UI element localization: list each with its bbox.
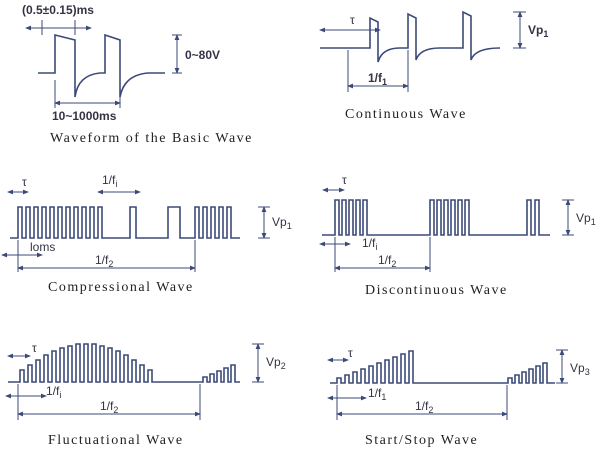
label: 1/f2 <box>95 253 113 269</box>
label: 1/f2 <box>415 399 433 415</box>
text: 1/f <box>95 253 109 267</box>
text: 1/f <box>415 399 429 413</box>
text: Fluctuational Wave <box>48 433 184 448</box>
text: 3 <box>585 367 590 377</box>
label: Vp1 <box>576 211 596 227</box>
label: 1/f2 <box>100 399 118 415</box>
label: (0.5±0.15)ms <box>22 3 94 17</box>
text: 2 <box>108 259 113 269</box>
label: τ <box>348 346 353 360</box>
caption: Compressional Wave <box>48 280 194 295</box>
label: Vp1 <box>272 215 292 231</box>
text: 2 <box>281 361 286 371</box>
text: Discontinuous Wave <box>365 283 508 298</box>
text: τ <box>350 13 355 27</box>
label: Vp1 <box>528 23 548 39</box>
caption: Fluctuational Wave <box>48 433 184 448</box>
text: 1 <box>287 221 292 231</box>
text: 1/f <box>46 384 60 398</box>
text: (0.5±0.15)ms <box>22 3 94 17</box>
text: Vp <box>576 211 591 225</box>
text: 2 <box>391 259 396 269</box>
text: 1/f <box>100 399 114 413</box>
text: Compressional Wave <box>48 280 194 295</box>
label: Vp3 <box>570 361 590 377</box>
caption: Start/Stop Wave <box>365 433 478 448</box>
label: 1/fi <box>102 173 117 189</box>
label: loms <box>30 240 55 254</box>
waveform <box>10 206 240 239</box>
text: τ <box>342 173 347 187</box>
label: τ <box>342 173 347 187</box>
waveform <box>38 33 165 98</box>
text: loms <box>30 240 55 254</box>
label: 1/f1 <box>368 386 386 402</box>
text: 2 <box>113 405 118 415</box>
label: 10~1000ms <box>52 109 117 123</box>
text: 10~1000ms <box>52 109 117 123</box>
text: Start/Stop Wave <box>365 433 478 448</box>
text: i <box>375 242 377 252</box>
label: Vp2 <box>266 355 286 371</box>
text: 1/f <box>102 173 116 187</box>
text: 1/f <box>362 236 376 250</box>
text: Waveform of the Basic Wave <box>50 131 253 146</box>
caption: Discontinuous Wave <box>365 283 508 298</box>
label: 0~80V <box>185 48 220 62</box>
label: τ <box>32 341 37 355</box>
text: 1 <box>543 29 548 39</box>
waveform <box>320 10 501 63</box>
label: τ <box>22 175 27 189</box>
label: τ <box>350 13 355 27</box>
text: 1/f <box>368 386 382 400</box>
waveform <box>8 343 240 383</box>
text: τ <box>22 175 27 189</box>
text: 2 <box>428 405 433 415</box>
text: Vp <box>570 361 585 375</box>
text: 1 <box>591 217 596 227</box>
label: 1/fi <box>362 236 377 252</box>
text: 1/f <box>368 71 383 85</box>
text: Vp <box>266 355 281 369</box>
text: i <box>115 179 117 189</box>
label: 1/f1 <box>368 71 387 87</box>
text: Vp <box>272 215 287 229</box>
text: Vp <box>528 23 543 37</box>
waveform <box>330 350 555 384</box>
caption: Continuous Wave <box>345 107 467 122</box>
text: 1/f <box>378 253 392 267</box>
waveform <box>322 199 550 236</box>
label: 1/f2 <box>378 253 396 269</box>
text: i <box>59 390 61 400</box>
text: τ <box>348 346 353 360</box>
text: Continuous Wave <box>345 107 467 122</box>
caption: Waveform of the Basic Wave <box>50 131 253 146</box>
text: 1 <box>382 77 387 87</box>
text: 0~80V <box>185 48 220 62</box>
label: 1/fi <box>46 384 61 400</box>
text: τ <box>32 341 37 355</box>
text: 1 <box>381 392 386 402</box>
